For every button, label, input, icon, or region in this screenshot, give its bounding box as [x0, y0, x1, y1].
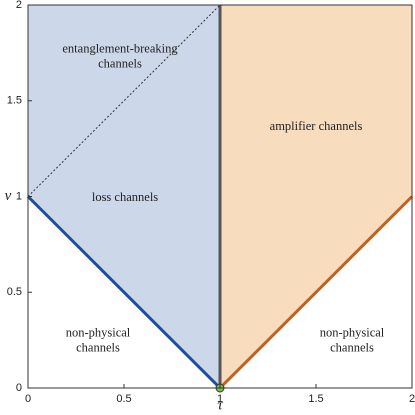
y-tick-label: 1.5	[7, 95, 22, 107]
x-tick-label: 2	[409, 393, 415, 405]
annotation: loss channels	[92, 190, 158, 204]
annotation: channels	[330, 340, 374, 354]
annotation: channels	[98, 56, 142, 70]
y-tick-label: 0.5	[7, 286, 22, 298]
y-axis-label: v	[5, 188, 12, 204]
annotation: entanglement-breaking	[62, 41, 178, 55]
annotation: non-physical	[66, 325, 131, 339]
annotation: non-physical	[320, 325, 385, 339]
line	[218, 195, 414, 390]
annotation: channels	[76, 340, 120, 354]
region	[28, 5, 220, 388]
line	[27, 4, 221, 197]
x-tick-label: 0	[25, 393, 31, 405]
y-tick-label: 0	[16, 382, 22, 394]
annotation: amplifier channels	[270, 119, 363, 133]
x-tick-label: 0.5	[116, 393, 131, 405]
x-axis-label: τ	[217, 397, 223, 413]
x-tick-label: 1	[217, 393, 223, 405]
y-tick-label: 2	[16, 0, 22, 11]
line	[26, 195, 222, 390]
x-tick-label: 1.5	[308, 393, 323, 405]
region	[220, 5, 412, 388]
y-tick-label: 1	[16, 190, 22, 202]
